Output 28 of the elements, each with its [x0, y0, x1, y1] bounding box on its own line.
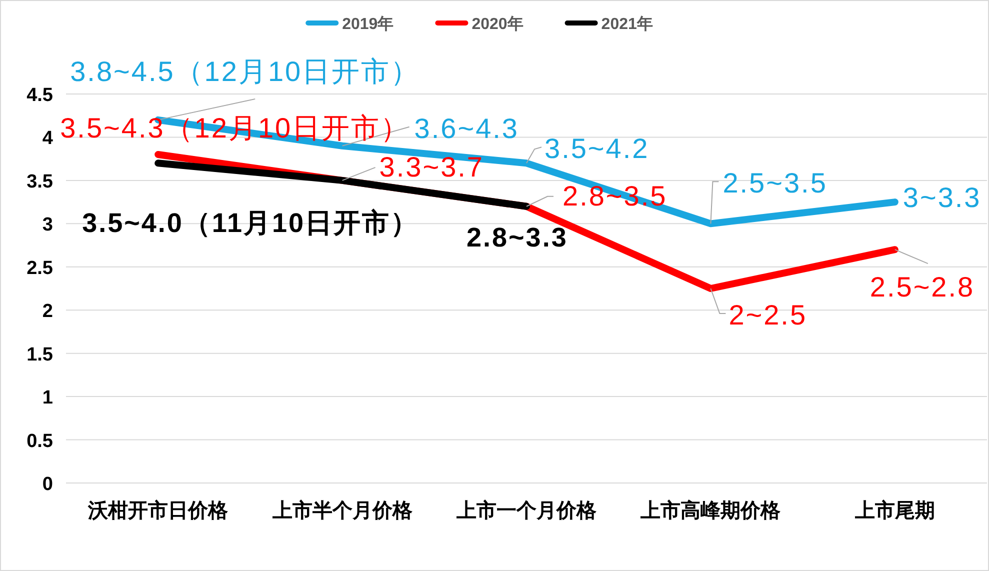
y-tick-label: 2.5: [26, 258, 54, 279]
y-tick-label: 2: [42, 301, 53, 322]
annotation: 3.3~3.7: [379, 151, 484, 182]
y-tick-label: 4: [42, 128, 54, 150]
y-tick-label: 3.5: [26, 171, 54, 192]
annotation: 2.8~3.3: [466, 222, 568, 252]
annotation: 2~2.5: [728, 300, 808, 330]
annotation: 3~3.3: [902, 182, 982, 214]
annotation: 2.5~3.5: [722, 168, 828, 199]
x-tick-label: 沃柑开市日价格: [87, 499, 230, 522]
legend-label: 2019年: [342, 15, 394, 33]
annotation: 3.6~4.3: [414, 112, 520, 144]
annotation: 3.8~4.5（12月10日开市）: [70, 56, 420, 87]
y-tick-label: 1.5: [26, 344, 54, 366]
x-tick-label: 上市尾期: [854, 499, 935, 522]
x-tick-label: 上市半个月价格: [271, 499, 414, 522]
annotation: 3.5~4.2: [544, 133, 650, 164]
y-tick-label: 0: [42, 474, 53, 495]
legend-label: 2021年: [601, 15, 653, 33]
y-tick-label: 3: [42, 214, 53, 236]
annotation: 2.5~2.8: [870, 272, 975, 303]
x-tick-label: 上市一个月价格: [456, 499, 598, 522]
annotation: 3.5~4.0（11月10日开市）: [82, 208, 420, 238]
y-tick-label: 0.5: [26, 430, 54, 452]
x-tick-label: 上市高峰期价格: [640, 499, 782, 522]
legend-label: 2020年: [472, 15, 524, 33]
y-tick-label: 4.5: [26, 85, 54, 106]
y-tick-label: 1: [42, 388, 54, 409]
